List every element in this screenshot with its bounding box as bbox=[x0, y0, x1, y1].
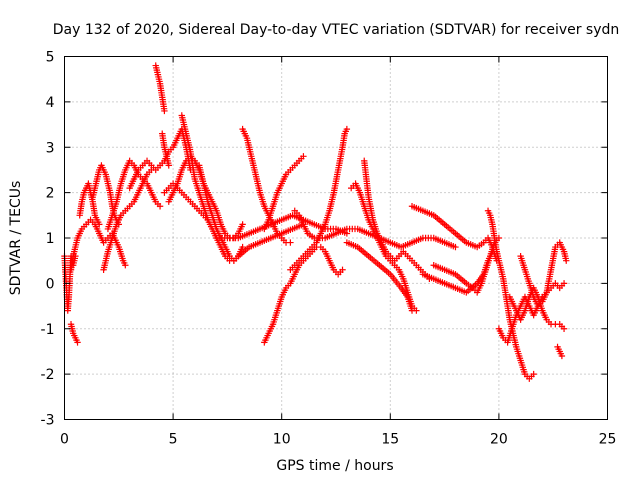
x-tick-label: 5 bbox=[169, 432, 178, 448]
data-point bbox=[287, 239, 294, 246]
data-point bbox=[558, 352, 566, 360]
data-point bbox=[239, 243, 246, 251]
y-tick-label: 0 bbox=[46, 276, 55, 292]
x-tick-label: 20 bbox=[490, 432, 508, 448]
x-tick-label: 0 bbox=[60, 432, 69, 448]
y-axis-label: SDTVAR / TECUs bbox=[8, 181, 24, 296]
series-arc-26 bbox=[430, 234, 503, 296]
series-arc-3 bbox=[67, 216, 129, 273]
series-arc-6 bbox=[100, 166, 155, 273]
x-tick-label: 10 bbox=[273, 432, 291, 448]
series-arc-18 bbox=[261, 153, 307, 233]
x-axis-label: GPS time / hours bbox=[276, 458, 393, 474]
data-point bbox=[165, 162, 172, 169]
grid-layer bbox=[64, 56, 608, 420]
data-point bbox=[122, 262, 129, 269]
axes-layer: 0 5 10 15 20 25 -3 -2 -1 0 1 2 3 4 5 bbox=[41, 50, 617, 448]
data-point bbox=[452, 243, 459, 251]
plot-frame bbox=[64, 56, 608, 420]
series-arc-23 bbox=[343, 239, 416, 314]
data-point bbox=[239, 221, 246, 228]
series-arc-19 bbox=[287, 125, 351, 273]
series-arc-24 bbox=[408, 203, 500, 264]
data-point bbox=[161, 107, 168, 115]
y-tick-label: -2 bbox=[41, 367, 55, 383]
y-tick-label: 5 bbox=[46, 50, 55, 66]
x-tick-label: 15 bbox=[381, 432, 399, 448]
data-point bbox=[408, 307, 416, 314]
y-tick-label: -1 bbox=[41, 322, 55, 338]
y-tick-label: -3 bbox=[41, 413, 55, 429]
data-point bbox=[96, 221, 103, 228]
series-arc-9 bbox=[152, 62, 168, 115]
series-arc-10 bbox=[159, 130, 172, 169]
series-arc-30 bbox=[517, 239, 570, 310]
y-tick-label: 4 bbox=[46, 95, 55, 111]
series-arc-2 bbox=[67, 321, 81, 346]
data-point bbox=[343, 125, 351, 133]
x-tick-label: 25 bbox=[599, 432, 617, 448]
data-point bbox=[339, 266, 346, 273]
data-point bbox=[300, 153, 307, 160]
data-point bbox=[530, 370, 537, 378]
chart-title: Day 132 of 2020, Sidereal Day-to-day VTE… bbox=[53, 22, 620, 38]
data-point bbox=[156, 203, 164, 210]
series-arc-31 bbox=[554, 343, 566, 360]
y-tick-label: 1 bbox=[46, 231, 55, 247]
y-tick-label: 3 bbox=[46, 140, 55, 156]
series-arc-22 bbox=[361, 157, 433, 283]
series-arc-13 bbox=[178, 112, 307, 264]
series-arc-4 bbox=[76, 180, 103, 228]
data-point bbox=[563, 257, 570, 264]
data-point bbox=[560, 325, 568, 332]
marks-layer bbox=[61, 62, 570, 382]
data-point bbox=[560, 280, 568, 287]
data-point bbox=[74, 339, 81, 346]
y-tick-label: 2 bbox=[46, 186, 55, 202]
